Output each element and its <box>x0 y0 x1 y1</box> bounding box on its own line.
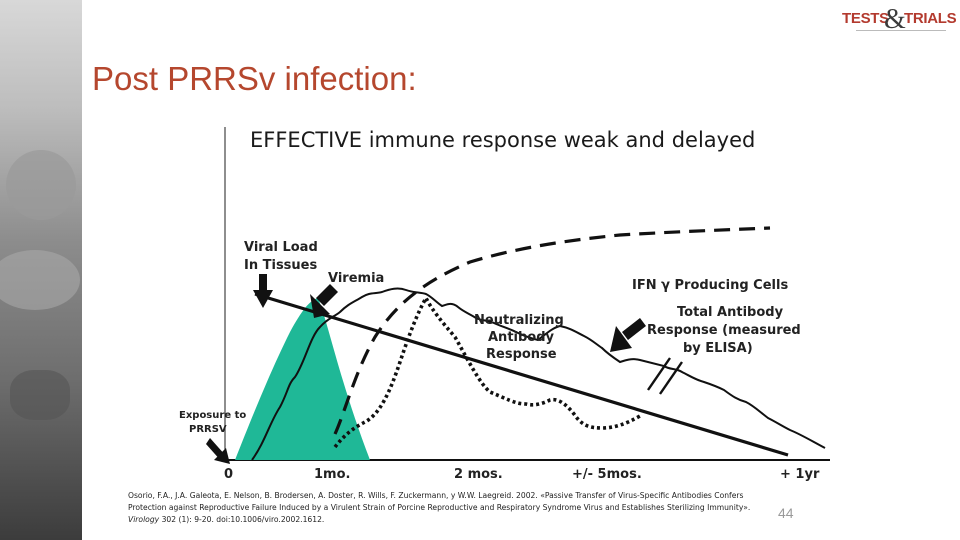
viral-load-label: Viral Load <box>244 240 318 255</box>
side-photo-strip <box>0 0 82 540</box>
tests-trials-logo: TESTS & TRIALS <box>842 4 957 40</box>
exposure-label: PRRSV <box>189 424 227 435</box>
total-antibody-arrow <box>610 318 646 352</box>
citation: Osorio, F.A., J.A. Galeota, E. Nelson, B… <box>128 490 808 526</box>
page-number: 44 <box>778 505 794 521</box>
pig-photo-shape <box>0 250 80 310</box>
viremia-label: Viremia <box>328 271 384 286</box>
total-antibody-curve <box>251 287 826 461</box>
ifn-gamma-label: IFN γ Producing Cells <box>632 278 788 293</box>
logo-word-trials: TRIALS <box>904 10 957 27</box>
viral-load-arrow <box>253 274 273 308</box>
x-tick-label: 1mo. <box>314 467 350 482</box>
x-tick-label: +/- 5mos. <box>572 467 642 482</box>
x-tick-label: + 1yr <box>780 467 820 482</box>
viral-load-label: In Tissues <box>244 258 317 273</box>
x-tick-label: 0 <box>224 467 233 482</box>
citation-line: Protection against Reproductive Failure … <box>128 503 751 512</box>
citation-journal: Virology <box>128 515 160 524</box>
total-antibody-label: Response (measured <box>647 323 801 338</box>
slide-subtitle: EFFECTIVE immune response weak and delay… <box>250 128 756 152</box>
citation-details: 302 (1): 9-20. doi:10.1006/viro.2002.161… <box>159 515 325 524</box>
slide-title: Post PRRSv infection: <box>92 60 417 97</box>
logo-ampersand: & <box>884 4 906 35</box>
ifn-gamma-curve <box>333 226 771 435</box>
neutralizing-antibody-label: Response <box>486 347 557 362</box>
exposure-arrow <box>206 438 230 464</box>
neutralizing-antibody-label: Neutralizing <box>474 313 564 328</box>
logo-word-tests: TESTS <box>842 10 889 27</box>
exposure-label: Exposure to <box>179 410 246 421</box>
total-antibody-label: Total Antibody <box>677 305 784 320</box>
citation-line: Osorio, F.A., J.A. Galeota, E. Nelson, B… <box>128 491 744 500</box>
viremia-arrow <box>310 284 338 318</box>
neutralizing-antibody-label: Antibody <box>488 330 555 345</box>
pig-photo-shape <box>10 370 70 420</box>
viral-load-line <box>254 292 789 457</box>
x-tick-label: 2 mos. <box>454 467 503 482</box>
citation-line: Virology 302 (1): 9-20. doi:10.1006/viro… <box>128 514 808 526</box>
viremia-area <box>235 298 370 460</box>
immune-response-figure: Viral Load In Tissues Viremia IFN γ Prod… <box>179 127 830 482</box>
axis-break-mark <box>647 357 671 391</box>
pig-photo-shape <box>6 150 76 220</box>
total-antibody-label: by ELISA) <box>683 341 753 356</box>
logo-underline <box>856 30 946 31</box>
axis-break-mark <box>659 361 683 395</box>
